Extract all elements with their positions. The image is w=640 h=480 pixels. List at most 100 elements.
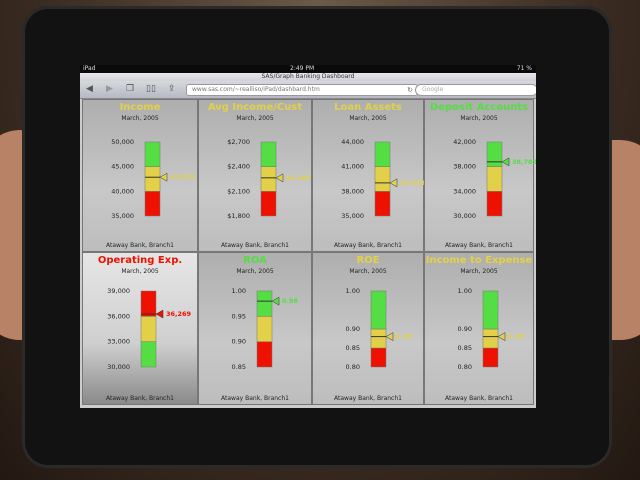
tick-label: 30,000: [107, 363, 130, 371]
panel-date: March, 2005: [349, 268, 387, 275]
value-label: 39,028: [400, 179, 426, 187]
gauge-band-yellow: [144, 166, 161, 192]
tick-label: 42,000: [453, 138, 476, 146]
panel-roe[interactable]: ROE March, 2005 Ataway Bank, Branch1 0.80…: [312, 252, 424, 405]
url-field[interactable]: www.sas.com/~realliso/iPad/dashbard.htm ↻: [186, 84, 418, 96]
gauge-band-green: [256, 290, 273, 317]
value-label: 0.88: [508, 333, 525, 341]
value-marker-icon: [159, 172, 168, 182]
gauge-band-green: [486, 141, 503, 167]
panel-title: Income: [119, 102, 161, 113]
tick-label: 30,000: [453, 212, 476, 220]
back-icon[interactable]: ◀: [86, 84, 93, 94]
tick-label: 0.85: [458, 344, 472, 352]
gauge-band-red: [482, 347, 499, 368]
panel-title: Operating Exp.: [97, 255, 183, 266]
clock: 2:49 PM: [290, 65, 315, 72]
panel-date: March, 2005: [460, 115, 498, 122]
gauge-band-yellow: [482, 328, 499, 349]
device-name: iPad: [83, 65, 96, 72]
tick-label: 41,000: [341, 163, 364, 171]
reload-icon[interactable]: ↻: [407, 86, 413, 94]
value-label: 0.98: [282, 297, 299, 305]
tick-label: 39,000: [107, 287, 130, 295]
panel-footer: Ataway Bank, Branch1: [445, 242, 513, 249]
tick-label: 44,000: [341, 138, 364, 146]
gauge-band-red: [486, 191, 503, 217]
value-marker-icon: [501, 157, 510, 167]
value-marker-icon: [275, 173, 284, 183]
tick-label: 1.00: [232, 287, 246, 295]
tick-label: 0.90: [458, 325, 472, 333]
tick-label: 40,000: [111, 187, 134, 195]
tick-label: 1.00: [346, 287, 360, 295]
url-text: www.sas.com/~realliso/iPad/dashbard.htm: [192, 86, 320, 93]
tick-label: 35,000: [111, 212, 134, 220]
panel-footer: Ataway Bank, Branch1: [334, 395, 402, 402]
tick-label: 0.80: [346, 363, 360, 371]
panel-date: March, 2005: [349, 115, 387, 122]
value-marker-icon: [155, 309, 164, 319]
value-label: 36,269: [166, 310, 192, 318]
panel-loan-assets[interactable]: Loan Assets March, 2005 Ataway Bank, Bra…: [312, 99, 426, 252]
gauge-band-green: [370, 290, 387, 330]
value-label: 42,859: [170, 173, 196, 181]
panel-title: Loan Assets: [334, 102, 402, 113]
tick-label: 38,000: [341, 187, 364, 195]
tick-label: 0.90: [346, 325, 360, 333]
tick-label: $2,100: [227, 187, 250, 195]
gauge-band-red: [256, 341, 273, 368]
share-icon[interactable]: ⇪: [168, 84, 176, 94]
gauge-band-green: [140, 341, 157, 368]
gauge-band-yellow: [140, 316, 157, 342]
tick-label: 0.90: [232, 338, 246, 346]
search-field[interactable]: Google: [415, 84, 536, 96]
panel-footer: Ataway Bank, Branch1: [445, 395, 513, 402]
panel-date: March, 2005: [460, 268, 498, 275]
tick-label: $2,400: [227, 163, 250, 171]
panel-footer: Ataway Bank, Branch1: [221, 242, 289, 249]
value-marker-icon: [385, 332, 394, 342]
panel-footer: Ataway Bank, Branch1: [334, 242, 402, 249]
tick-label: 0.80: [458, 363, 472, 371]
page-title: SAS/Graph Banking Dashboard: [80, 73, 536, 81]
panel-income-to-expense[interactable]: Income to Expense March, 2005 Ataway Ban…: [424, 252, 534, 405]
gauge-band-red: [260, 191, 277, 217]
gauge-band-yellow: [374, 166, 391, 192]
panel-date: March, 2005: [121, 115, 159, 122]
gauge-band-yellow: [486, 166, 503, 192]
bookmarks-icon[interactable]: ▯▯: [146, 84, 156, 94]
tick-label: 0.95: [232, 312, 246, 320]
panel-title: Income to Expense: [425, 255, 533, 266]
gauge-band-red: [140, 290, 157, 317]
panel-title: ROE: [356, 255, 380, 266]
panel-avg-income-cust[interactable]: Avg Income/Cust March, 2005 Ataway Bank,…: [198, 99, 312, 252]
tick-label: 50,000: [111, 138, 134, 146]
tick-label: 0.85: [232, 363, 246, 371]
panel-date: March, 2005: [236, 115, 274, 122]
dashboard-grid: Income March, 2005 Ataway Bank, Branch1 3…: [82, 99, 536, 405]
panel-operating-exp[interactable]: Operating Exp. March, 2005 Ataway Bank, …: [82, 252, 198, 405]
value-label: 0.88: [396, 333, 413, 341]
ipad-screen: iPad 2:49 PM 71 % SAS/Graph Banking Dash…: [80, 65, 536, 408]
gauge-band-red: [370, 347, 387, 368]
gauge: 30,000 33,000 36,000 39,000 36,269: [107, 287, 192, 371]
gauge-band-yellow: [260, 166, 277, 192]
panel-date: March, 2005: [236, 268, 274, 275]
panel-footer: Ataway Bank, Branch1: [106, 242, 174, 249]
value-marker-icon: [497, 332, 506, 342]
gauge-band-green: [374, 141, 391, 167]
tick-label: 34,000: [453, 187, 476, 195]
gauge-band-yellow: [256, 316, 273, 342]
tick-label: 33,000: [107, 338, 130, 346]
gauge: 0.80 0.85 0.90 1.00 0.88: [346, 287, 413, 371]
gauge: 35,000 40,000 45,000 50,000 42,859: [111, 138, 196, 220]
tick-label: 35,000: [341, 212, 364, 220]
panel-deposit-accounts[interactable]: Deposit Accounts March, 2005 Ataway Bank…: [424, 99, 536, 252]
panel-income[interactable]: Income March, 2005 Ataway Bank, Branch1 3…: [82, 99, 198, 252]
pages-icon[interactable]: ❐: [126, 84, 135, 94]
gauge: 0.85 0.90 0.95 1.00 0.98: [232, 287, 299, 371]
panel-roa[interactable]: ROA March, 2005 Ataway Bank, Branch1 0.85…: [198, 252, 312, 405]
value-label: 38,782: [512, 158, 536, 166]
forward-icon[interactable]: ▶: [106, 84, 113, 94]
